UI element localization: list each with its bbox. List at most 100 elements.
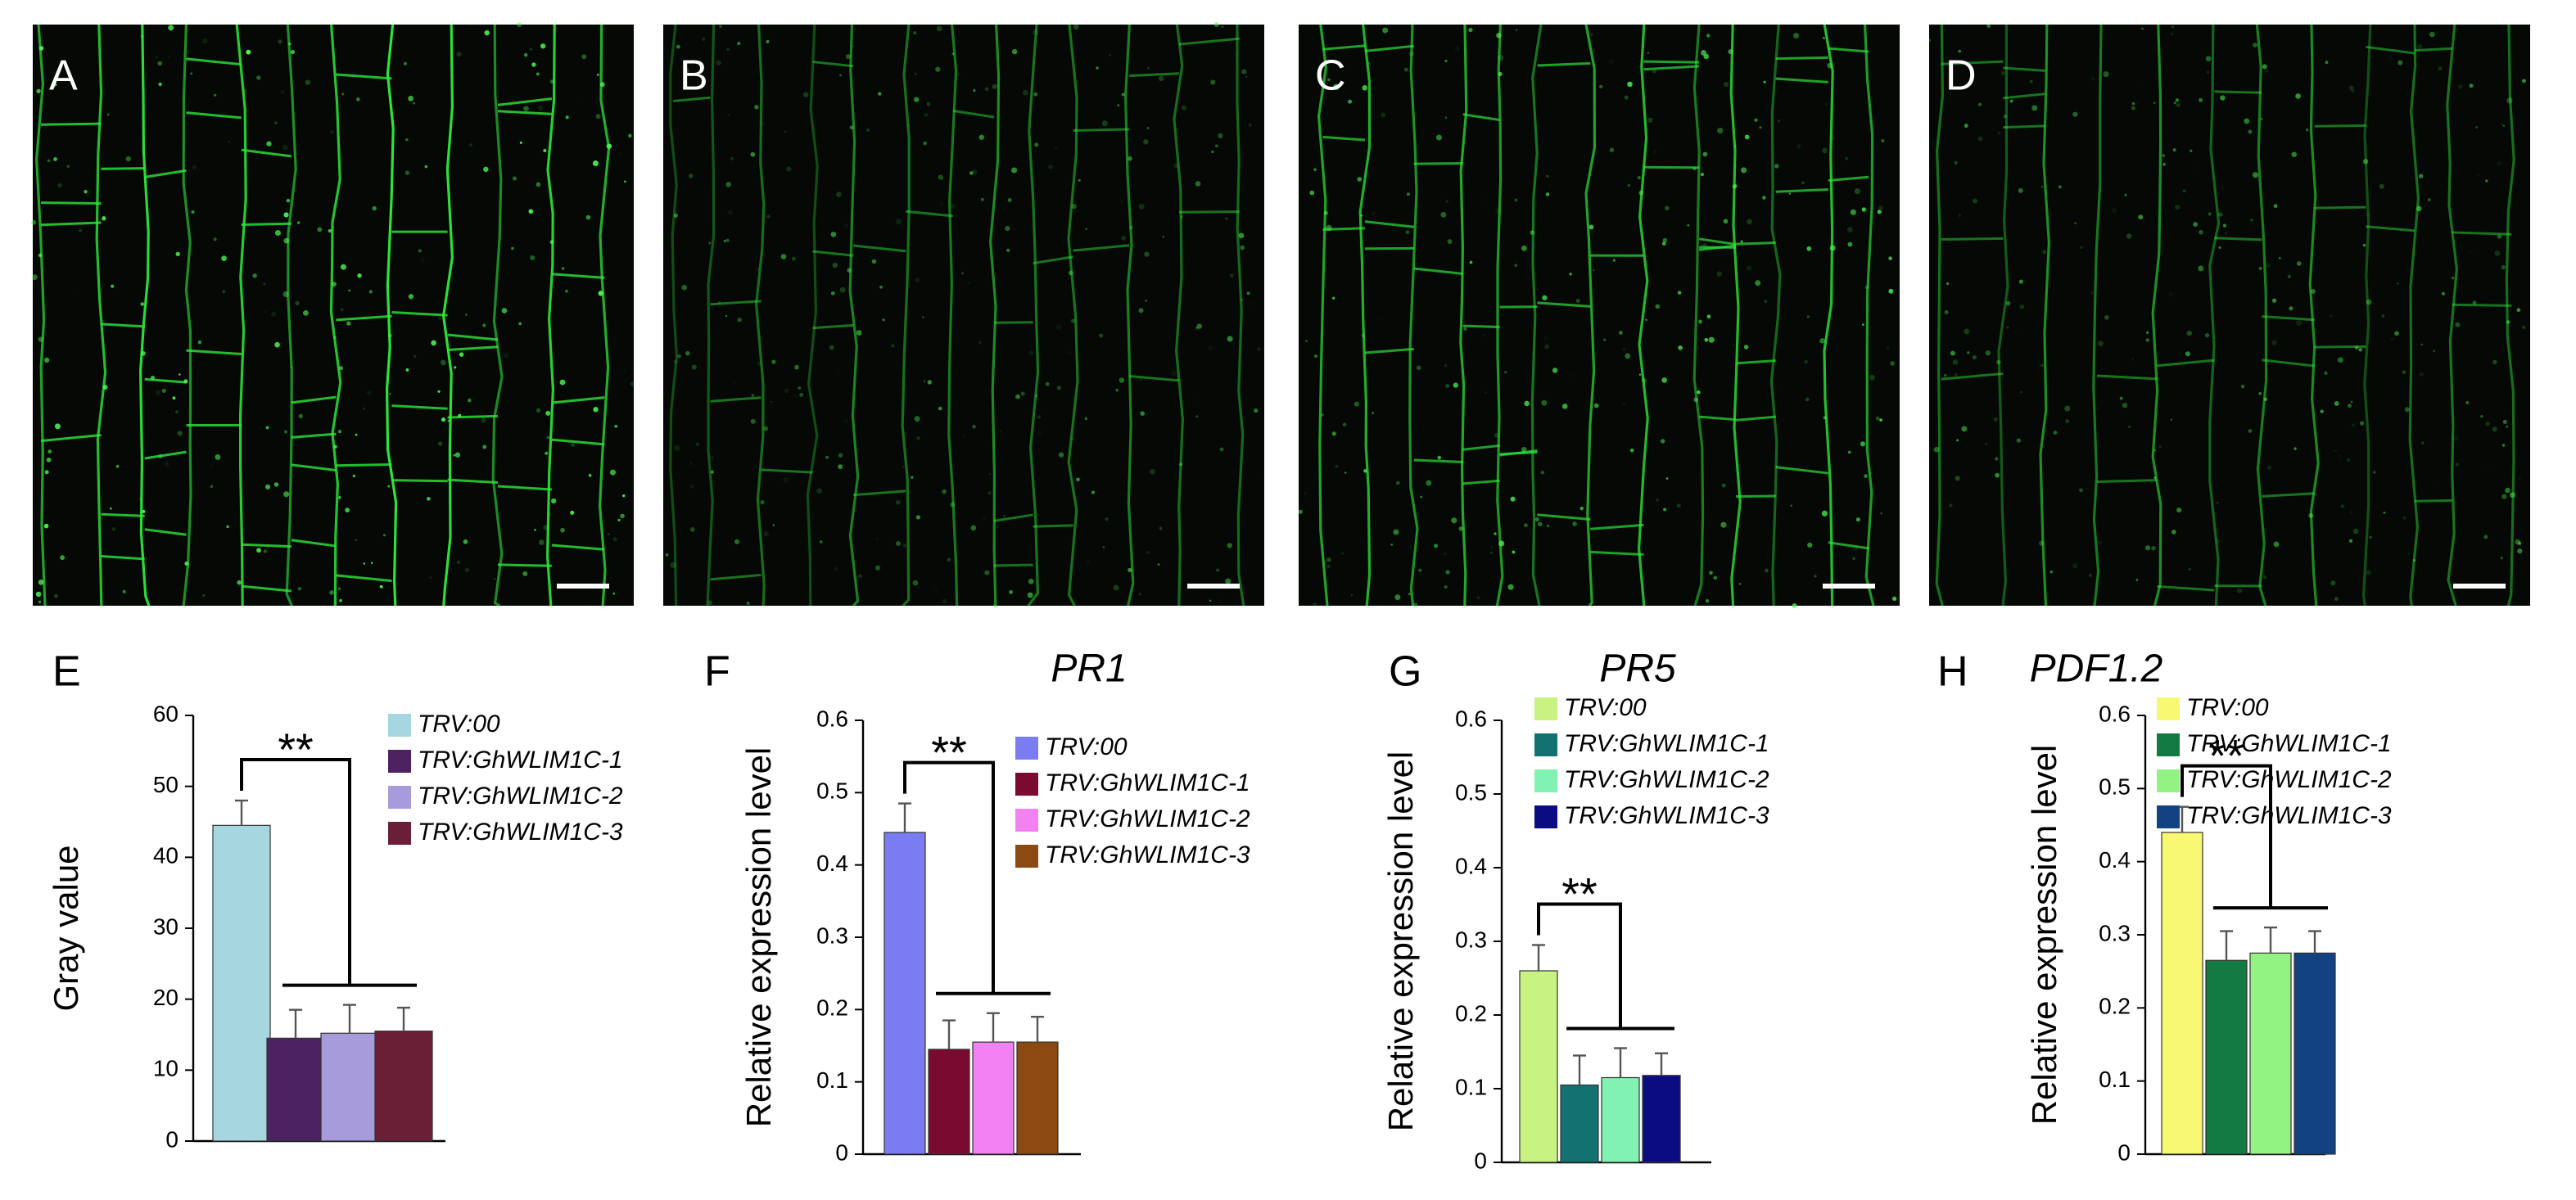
- vesicle: [2186, 330, 2193, 336]
- vesicle: [456, 52, 462, 57]
- vesicle: [763, 530, 769, 537]
- cell-wall: [1495, 24, 1504, 607]
- vesicle: [511, 246, 514, 250]
- vesicle: [332, 225, 335, 228]
- vesicle: [2475, 126, 2479, 129]
- vesicle: [1381, 112, 1386, 118]
- vesicle: [1221, 25, 1224, 29]
- vesicle: [2416, 43, 2423, 50]
- cell-wall: [1236, 25, 1245, 607]
- vesicle: [754, 105, 759, 110]
- vesicle: [2151, 545, 2156, 551]
- vesicle: [999, 430, 1002, 433]
- bar: [2205, 959, 2248, 1155]
- cell-wall: [710, 396, 762, 403]
- significance-label: **: [1561, 868, 1598, 919]
- vesicle: [2090, 291, 2094, 295]
- vesicle: [1440, 211, 1447, 218]
- vesicle: [2198, 265, 2204, 272]
- vesicle: [1854, 188, 1860, 195]
- vesicle: [339, 598, 342, 602]
- vesicle: [1792, 602, 1797, 608]
- vesicle: [71, 289, 75, 292]
- bar: [266, 1037, 325, 1142]
- vesicle: [1489, 551, 1493, 554]
- cell-wall: [336, 314, 392, 322]
- cell-wall: [952, 109, 995, 119]
- cell-wall: [2255, 24, 2268, 607]
- vesicle: [2131, 102, 2135, 106]
- vesicle: [593, 407, 599, 413]
- vesicle: [540, 43, 546, 49]
- vesicle: [2220, 95, 2226, 101]
- vesicle: [1847, 241, 1853, 247]
- vesicle: [53, 83, 57, 87]
- vesicle: [914, 73, 917, 75]
- cell-wall: [1941, 60, 2004, 65]
- vesicle: [1238, 232, 1245, 239]
- cell-wall: [1530, 24, 1543, 607]
- vesicle: [138, 497, 142, 501]
- vesicle: [936, 25, 942, 32]
- cell-wall: [2361, 24, 2372, 607]
- legend-swatch: [388, 822, 411, 845]
- vesicle: [825, 455, 829, 459]
- vesicle: [345, 508, 350, 513]
- vesicle: [1740, 395, 1746, 400]
- vesicle: [2458, 84, 2463, 89]
- vesicle: [177, 431, 183, 436]
- vesicle: [1702, 243, 1707, 248]
- vesicle: [2139, 80, 2142, 83]
- vesicle: [1144, 251, 1150, 257]
- vesicle: [54, 593, 58, 598]
- vesicle: [2324, 371, 2328, 375]
- vesicle: [628, 133, 632, 138]
- vesicle: [1575, 299, 1580, 303]
- vesicle: [1855, 517, 1860, 522]
- cell-wall: [1537, 61, 1591, 67]
- vesicle: [1003, 514, 1006, 518]
- cell-wall: [34, 24, 47, 607]
- vesicle: [1804, 359, 1808, 364]
- y-tick-label: 0.3: [1455, 927, 1487, 952]
- vesicle: [340, 264, 346, 270]
- cell-wall: [336, 462, 392, 467]
- vesicle: [1084, 417, 1087, 421]
- vesicle: [437, 390, 441, 393]
- vesicle: [1179, 462, 1183, 467]
- vesicle: [468, 398, 472, 403]
- vesicle: [1881, 138, 1885, 143]
- vesicle: [1706, 314, 1711, 318]
- vesicle: [2018, 279, 2023, 284]
- vesicle: [2018, 187, 2023, 193]
- vesicle: [1011, 48, 1018, 55]
- vesicle: [1569, 273, 1572, 276]
- vesicle: [902, 466, 905, 468]
- vesicle: [1393, 529, 1399, 535]
- significance-label: **: [931, 726, 967, 778]
- cell-wall: [1643, 165, 1700, 169]
- vesicle: [726, 47, 730, 52]
- vesicle: [732, 381, 735, 385]
- vesicle: [2394, 331, 2399, 336]
- bar: [972, 1041, 1015, 1155]
- vesicle: [1627, 183, 1631, 187]
- cell-wall: [336, 574, 392, 583]
- vesicle: [1638, 190, 1644, 196]
- vesicle: [710, 470, 714, 474]
- vesicle: [501, 308, 508, 314]
- legend-label: TRV:GhWLIM1C-3: [1564, 802, 1769, 829]
- vesicle: [284, 430, 287, 434]
- legend-swatch: [388, 786, 411, 809]
- vesicle: [1313, 168, 1317, 172]
- vesicle: [1033, 92, 1038, 97]
- vesicle: [1395, 480, 1400, 485]
- cell-wall: [2157, 359, 2215, 368]
- vesicle: [1709, 571, 1713, 575]
- vesicle: [1170, 370, 1177, 377]
- vesicle: [256, 548, 261, 553]
- vesicle: [1145, 300, 1148, 302]
- cell-wall: [1775, 77, 1828, 83]
- vesicle: [1879, 418, 1882, 422]
- vesicle: [849, 125, 854, 130]
